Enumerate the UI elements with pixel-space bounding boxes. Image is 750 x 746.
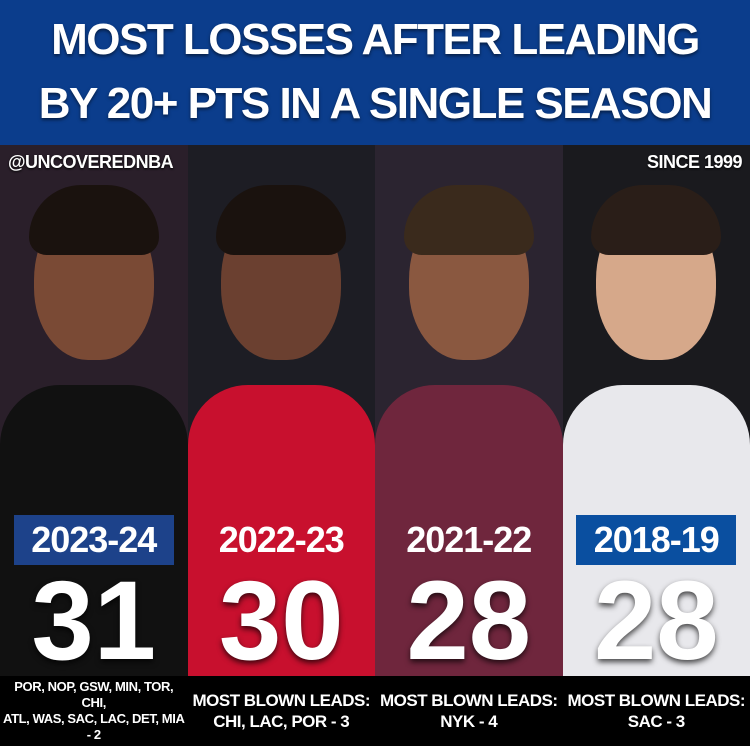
- note-2021-22: MOST BLOWN LEADS: NYK - 4: [379, 691, 558, 731]
- season-badge: 2022-23: [201, 515, 362, 565]
- losses-count: 31: [31, 558, 157, 683]
- since-text: SINCE 1999: [646, 152, 743, 172]
- note-2023-24: POR, NOP, GSW, MIN, TOR, CHI, ATL, WAS, S…: [3, 679, 185, 742]
- losses-count: 28: [406, 558, 532, 683]
- column-2023-24: 2023-24 31: [0, 145, 188, 685]
- column-2022-23: 2022-23 30: [187, 145, 375, 685]
- player-columns: 2023-24 31 2022-23 30 2021-22 28 2018-19…: [0, 145, 750, 685]
- notes-band: POR, NOP, GSW, MIN, TOR, CHI, ATL, WAS, S…: [0, 676, 750, 746]
- column-2021-22: 2021-22 28: [375, 145, 563, 685]
- title-line-2: BY 20+ PTS IN A SINGLE SEASON: [38, 79, 713, 128]
- losses-count: 28: [593, 558, 719, 683]
- handle-text: @UNCOVEREDNBA: [8, 152, 174, 172]
- season-badge: 2021-22: [388, 515, 549, 565]
- column-2018-19: 2018-19 28: [562, 145, 750, 685]
- season-badge: 2023-24: [13, 515, 174, 565]
- title-banner: MOST LOSSES AFTER LEADING BY 20+ PTS IN …: [0, 0, 750, 145]
- note-2018-19: MOST BLOWN LEADS: SAC - 3: [567, 691, 746, 731]
- losses-count: 30: [218, 558, 344, 683]
- title-line-1: MOST LOSSES AFTER LEADING: [51, 15, 700, 64]
- note-2022-23: MOST BLOWN LEADS: CHI, LAC, POR - 3: [192, 691, 371, 731]
- season-badge: 2018-19: [576, 515, 737, 565]
